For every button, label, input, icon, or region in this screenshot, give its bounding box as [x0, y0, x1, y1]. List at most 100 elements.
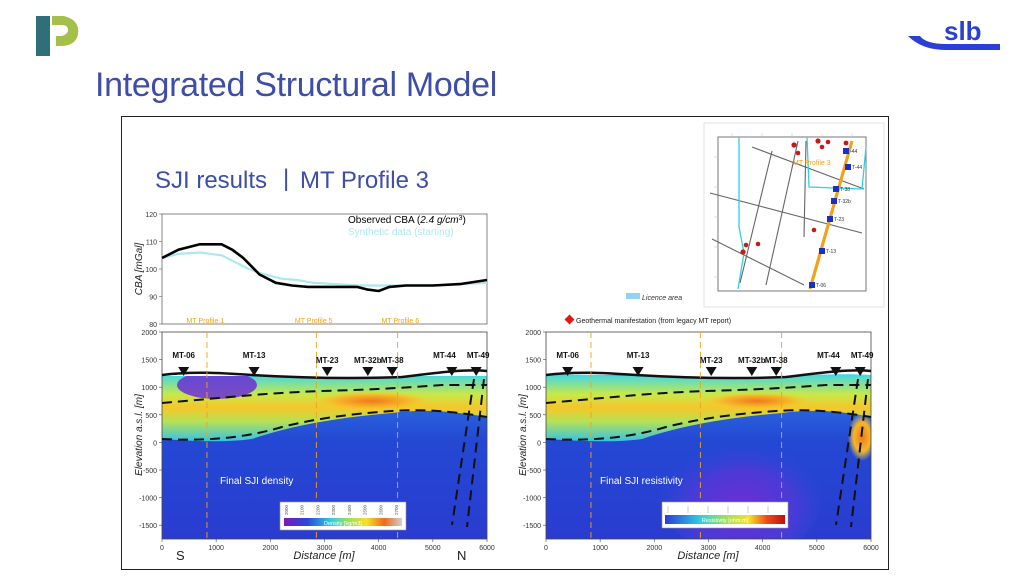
map-geo-point [743, 242, 749, 248]
density-station-marker [248, 367, 260, 376]
density-ytick-label: 1500 [141, 358, 157, 365]
map-geo-point [791, 142, 797, 148]
density-ytick-label: 500 [145, 413, 157, 420]
density-section-label: Final SJI density [220, 476, 293, 487]
map-profile-line-2 [765, 140, 799, 286]
resistivity-station-label: MT-06 [556, 351, 579, 360]
resistivity-xtick-label: 1000 [592, 545, 608, 552]
density-ytick-label: -1500 [139, 523, 157, 530]
map-licence-boundary-left [737, 137, 745, 290]
resistivity-station-label: MT-23 [700, 356, 723, 365]
cba-ylabel: CBA [mGal] [134, 243, 145, 296]
cba-plot-frame [161, 213, 488, 325]
density-xtick-label: 6000 [479, 545, 495, 552]
density-station-marker [470, 367, 482, 376]
density-low-anomaly [177, 371, 257, 399]
resistivity-ytick-label: 1500 [525, 358, 541, 365]
resistivity-station-marker [705, 367, 717, 376]
density-xlabel: Distance [m] [293, 550, 355, 562]
density-station-label: MT-44 [433, 351, 456, 360]
resistivity-fault-1 [835, 378, 859, 526]
map-station-marker [827, 216, 833, 222]
resistivity-ytick-label: -500 [527, 468, 541, 475]
cba-ytick-label: 110 [146, 240, 157, 247]
density-station-label: MT-23 [316, 356, 339, 365]
map-geo-point [740, 249, 746, 255]
density-xtick-label: 1000 [208, 545, 224, 552]
company-logo-left [34, 12, 84, 58]
resistivity-xtick-label: 6000 [863, 545, 879, 552]
logo-left-arc [52, 16, 79, 46]
resistivity-station-marker [746, 367, 758, 376]
resistivity-xtick-label: 5000 [809, 545, 825, 552]
resistivity-ytick-label: -1000 [523, 496, 541, 503]
resistivity-xtick-label: 2000 [647, 545, 663, 552]
map-stations: -44 T-44 T-38 T-32b T-23 T-13 T-06 [809, 148, 862, 289]
cba-chart: 120 110 100 90 80 CBA [mGal] MT Profile 1 MT … [134, 212, 488, 329]
resistivity-station-label: MT-49 [851, 351, 874, 360]
resistivity-ytick-label: 1000 [525, 385, 541, 392]
density-station-label: MT-38 [381, 356, 404, 365]
resistivity-fault-2 [850, 378, 869, 528]
direction-north: N [457, 548, 466, 563]
map-geo-point [755, 241, 761, 247]
map-geo-point [825, 139, 831, 145]
map-profile3-label: MT Profile 3 [793, 160, 831, 167]
map-geo-point [843, 140, 849, 146]
cba-profile-marker-label: MT Profile 6 [382, 318, 420, 325]
map-station-label: T-06 [816, 283, 826, 289]
map-geo-point [795, 150, 801, 156]
map-profile-line-4 [711, 238, 805, 286]
density-colorbar-tick: 2700 [394, 504, 399, 515]
density-station-label: MT-49 [467, 351, 490, 360]
density-xtick-label: 5000 [425, 545, 441, 552]
map-geo-point [815, 138, 821, 144]
density-fault-1 [451, 378, 475, 526]
location-map-inset: MT Profile 3 -44 T-44 T-38 T-32b T-23 T-13 T-0… [626, 122, 885, 308]
resistivity-ylabel: Elevation a.s.l. [m] [518, 394, 529, 476]
slide-title: Integrated Structural Model [95, 66, 498, 104]
cba-legend-observed-suffix: ) [463, 215, 466, 226]
resistivity-colorbar [665, 515, 785, 524]
density-xtick-label: 3000 [317, 545, 333, 552]
resistivity-ytick-label: 500 [529, 413, 541, 420]
density-fault-2 [466, 378, 485, 528]
resistivity-topography-line [545, 369, 872, 380]
map-station-label: T-32b [838, 199, 851, 205]
resistivity-station-label: MT-13 [627, 351, 650, 360]
map-inner-frame [717, 136, 867, 292]
slb-logo: slb [906, 14, 1002, 54]
cba-observed-series [161, 243, 488, 293]
resistivity-hot-anomaly [702, 392, 812, 410]
cba-ytick-label: 80 [149, 322, 157, 329]
resistivity-station-marker [854, 367, 866, 376]
map-station-label: T-38 [840, 187, 850, 193]
density-station-marker [386, 367, 398, 376]
map-geothermal-points [740, 138, 849, 255]
map-profile-line-6 [803, 140, 807, 238]
map-station-label: T-23 [834, 217, 844, 223]
cba-ytick-label: 100 [145, 267, 157, 274]
cba-legend-observed-prefix: Observed CBA ( [348, 215, 421, 226]
density-xtick-label: 4000 [371, 545, 387, 552]
cba-legend-observed-sup: 3 [459, 215, 463, 222]
density-station-label: MT-13 [243, 351, 266, 360]
density-section: MT-06 MT-13 MT-23 MT-32b MT-38 MT-44 MT-49 0 10… [134, 330, 495, 563]
density-ytick-label: -1000 [139, 496, 157, 503]
resistivity-colorbar-tick-marks [667, 506, 769, 513]
panel-heading-separator: | [283, 165, 289, 192]
resistivity-xlabel: Distance [m] [677, 550, 739, 562]
density-station-marker [362, 367, 374, 376]
resistivity-ytick-label: -1500 [523, 523, 541, 530]
resistivity-xtick-label: 3000 [701, 545, 717, 552]
panel-heading-sub: MT Profile 3 [300, 167, 429, 194]
density-ytick-label: -500 [143, 468, 157, 475]
resistivity-xtick-label: 0 [544, 545, 548, 552]
logo-left-stem [36, 16, 50, 56]
cba-ytick-label: 120 [145, 212, 157, 219]
density-colorbar [284, 518, 402, 526]
density-xtick-label: 0 [160, 545, 164, 552]
map-geo-point [819, 144, 825, 150]
resistivity-station-marker [830, 367, 842, 376]
resistivity-station-label: MT-32b [738, 356, 766, 365]
